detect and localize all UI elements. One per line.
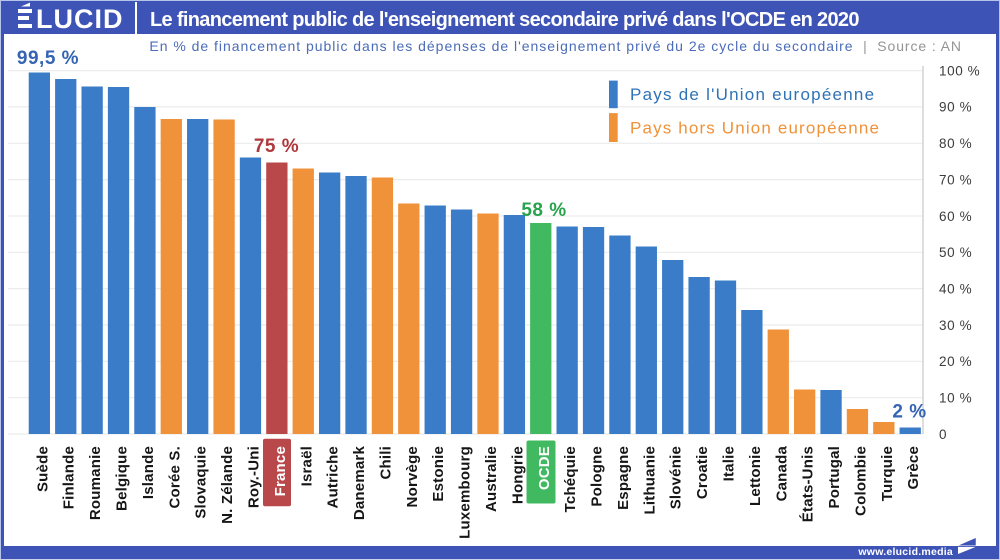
svg-text:Corée S.: Corée S. bbox=[166, 446, 183, 508]
svg-text:France: France bbox=[272, 446, 289, 496]
svg-text:70 %: 70 % bbox=[939, 172, 972, 187]
svg-text:Slovénie: Slovénie bbox=[668, 446, 685, 509]
svg-text:Roy.-Uni: Roy.-Uni bbox=[245, 446, 262, 508]
svg-text:Israël: Israël bbox=[298, 446, 315, 486]
svg-text:Australie: Australie bbox=[483, 446, 500, 512]
svg-text:Lettonie: Lettonie bbox=[747, 446, 764, 506]
svg-text:N. Zélande: N. Zélande bbox=[219, 446, 236, 524]
svg-text:75 %: 75 % bbox=[254, 136, 299, 157]
svg-text:99,5 %: 99,5 % bbox=[17, 48, 79, 69]
svg-text:Hongrie: Hongrie bbox=[509, 446, 526, 504]
svg-text:Pologne: Pologne bbox=[589, 446, 606, 507]
svg-text:30 %: 30 % bbox=[939, 318, 972, 333]
svg-text:Suède: Suède bbox=[34, 446, 51, 492]
svg-text:58 %: 58 % bbox=[521, 200, 566, 221]
svg-text:Finlande: Finlande bbox=[61, 446, 78, 509]
svg-text:60 %: 60 % bbox=[939, 209, 972, 224]
svg-text:0: 0 bbox=[939, 427, 947, 442]
svg-text:Lithuanie: Lithuanie bbox=[641, 446, 658, 514]
svg-text:Belgique: Belgique bbox=[114, 446, 131, 511]
svg-text:Luxembourg: Luxembourg bbox=[457, 446, 474, 539]
svg-text:OCDE: OCDE bbox=[536, 446, 553, 490]
svg-text:Pays de l'Union européenne: Pays de l'Union européenne bbox=[630, 85, 875, 104]
svg-text:50 %: 50 % bbox=[939, 245, 972, 260]
svg-text:40 %: 40 % bbox=[939, 281, 972, 296]
svg-text:Portugal: Portugal bbox=[826, 446, 843, 508]
svg-text:Croatie: Croatie bbox=[694, 446, 711, 499]
svg-text:Tchéquie: Tchéquie bbox=[562, 446, 579, 512]
svg-text:80 %: 80 % bbox=[939, 136, 972, 151]
svg-text:Estonie: Estonie bbox=[430, 446, 447, 502]
svg-text:10 %: 10 % bbox=[939, 391, 972, 406]
svg-text:États-Unis: États-Unis bbox=[800, 446, 817, 522]
svg-text:Slovaquie: Slovaquie bbox=[193, 446, 210, 519]
svg-text:Italie: Italie bbox=[720, 446, 737, 481]
svg-text:Pays hors Union européenne: Pays hors Union européenne bbox=[630, 119, 880, 138]
svg-text:Chili: Chili bbox=[377, 446, 394, 480]
svg-text:Roumanie: Roumanie bbox=[87, 446, 104, 520]
svg-text:Espagne: Espagne bbox=[615, 446, 632, 510]
svg-text:Grèce: Grèce bbox=[905, 446, 922, 490]
svg-text:2 %: 2 % bbox=[892, 402, 926, 423]
svg-text:Islande: Islande bbox=[140, 446, 157, 499]
svg-text:90 %: 90 % bbox=[939, 100, 972, 115]
svg-text:Norvège: Norvège bbox=[404, 446, 421, 507]
svg-text:20 %: 20 % bbox=[939, 354, 972, 369]
svg-text:100 %: 100 % bbox=[939, 63, 980, 78]
svg-text:Turquie: Turquie bbox=[879, 446, 896, 501]
svg-text:Colombie: Colombie bbox=[852, 446, 869, 516]
svg-text:Autriche: Autriche bbox=[325, 446, 342, 508]
svg-text:Danemark: Danemark bbox=[351, 446, 368, 521]
svg-text:Canada: Canada bbox=[773, 446, 790, 502]
